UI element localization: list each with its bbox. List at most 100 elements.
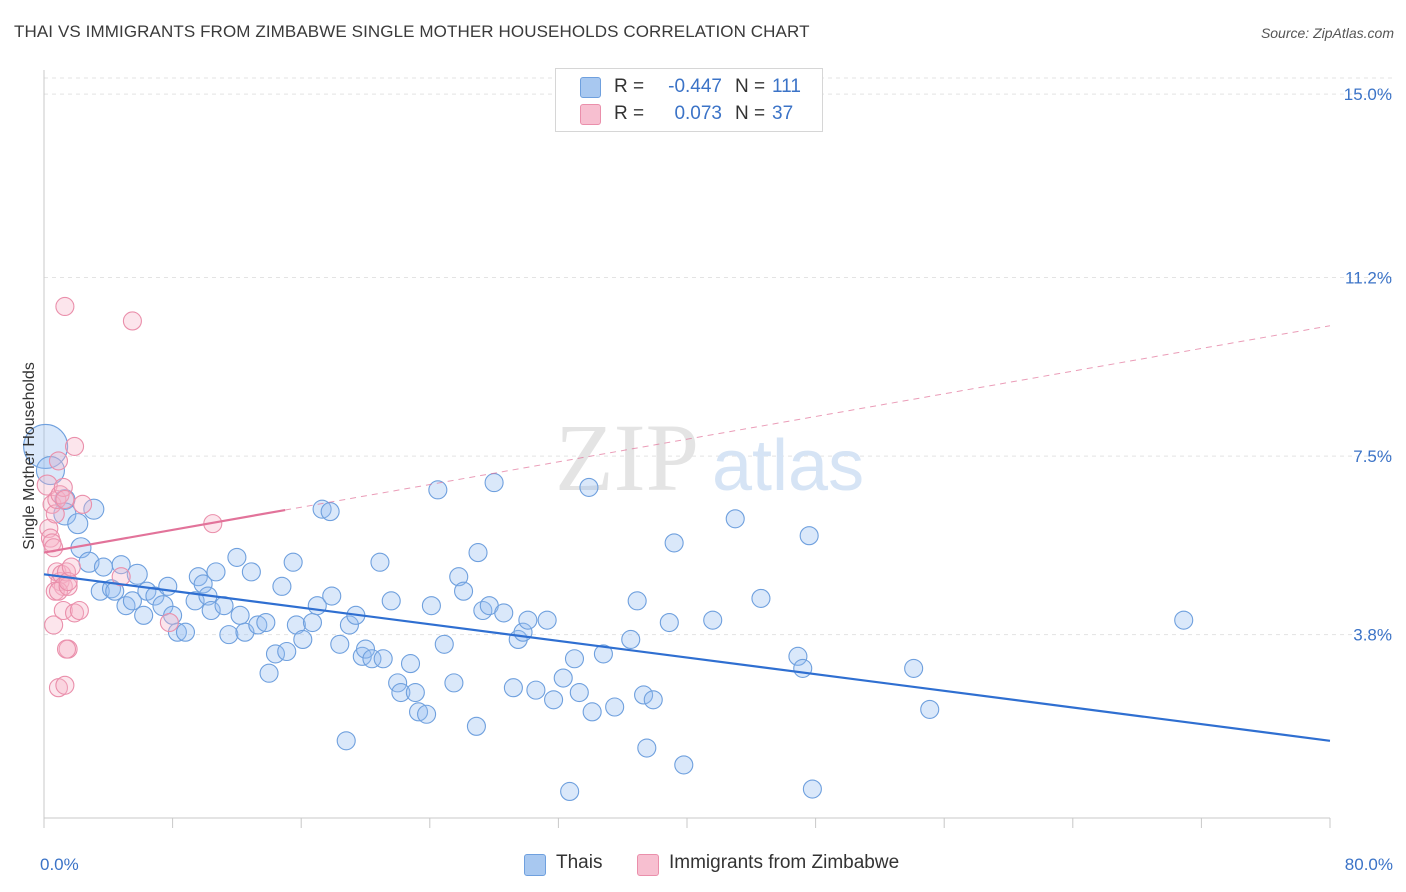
point-thais: [400, 654, 421, 674]
point-thais: [751, 588, 771, 608]
point-zimbabwe: [122, 311, 142, 331]
point-thais: [518, 610, 538, 630]
point-thais: [272, 576, 292, 596]
point-thais: [421, 596, 441, 616]
point-thais: [83, 498, 105, 520]
point-thais: [405, 682, 425, 703]
legend-r-value: 0.073: [674, 103, 722, 124]
point-thais: [1174, 610, 1194, 630]
legend-swatch-thais: [580, 77, 601, 98]
y-tick-label: 7.5%: [1353, 447, 1392, 466]
legend-n-label: N =: [735, 103, 766, 124]
point-thais: [544, 690, 564, 710]
series-label-thais: Thais: [556, 852, 603, 873]
point-thais: [428, 480, 448, 500]
grid-lines: [44, 77, 1392, 636]
point-thais: [643, 690, 663, 710]
point-thais: [256, 613, 276, 633]
point-thais: [370, 552, 390, 572]
point-thais: [537, 610, 557, 630]
point-zimbabwe: [111, 567, 131, 587]
point-thais: [286, 615, 306, 635]
point-zimbabwe: [55, 489, 75, 510]
point-thais: [553, 668, 573, 688]
point-thais: [526, 680, 546, 700]
point-thais: [302, 613, 323, 633]
point-thais: [259, 663, 279, 683]
point-thais: [206, 562, 226, 582]
point-thais: [277, 641, 297, 662]
point-zimbabwe: [55, 296, 75, 317]
point-thais: [484, 473, 504, 493]
point-thais: [241, 562, 261, 582]
point-thais: [605, 697, 625, 717]
point-thais: [799, 526, 819, 546]
point-thais: [227, 547, 247, 567]
point-thais: [503, 678, 523, 698]
point-thais: [434, 634, 454, 654]
point-zimbabwe: [61, 557, 81, 577]
point-thais: [408, 702, 429, 722]
point-thais: [560, 781, 580, 802]
data-points: [23, 296, 1194, 802]
point-zimbabwe: [53, 477, 73, 497]
point-thais: [193, 574, 213, 594]
point-thais: [674, 755, 694, 775]
point-thais: [920, 699, 940, 719]
trend-line-zimbabwe: [43, 508, 286, 554]
point-zimbabwe: [44, 538, 64, 558]
legend-r-label: R =: [614, 76, 645, 97]
point-thais: [659, 613, 679, 633]
trend-line-thais: [43, 573, 1331, 742]
point-thais: [362, 649, 382, 669]
point-thais: [322, 586, 342, 606]
point-thais: [265, 644, 286, 664]
point-thais: [122, 591, 142, 611]
point-thais: [167, 622, 187, 642]
point-thais: [67, 513, 89, 535]
point-thais: [230, 605, 250, 625]
stats-legend: R = -0.447 N = 111 R = 0.073 N = 37: [555, 68, 823, 132]
series-swatch-thais: [524, 854, 546, 876]
point-thais: [283, 552, 303, 572]
legend-n-value: 111: [772, 76, 801, 97]
point-thais: [904, 658, 924, 678]
point-thais: [105, 581, 125, 601]
watermark: ZIP atlas: [555, 404, 864, 511]
point-thais: [468, 543, 488, 563]
point-thais: [788, 646, 808, 666]
point-zimbabwe: [48, 451, 69, 471]
point-thais: [579, 477, 599, 497]
legend-n-value: 37: [772, 103, 794, 124]
x-tick-label: 80.0%: [1345, 855, 1393, 874]
point-thais: [569, 682, 589, 703]
point-zimbabwe: [45, 504, 65, 524]
legend-n-label: N =: [735, 76, 766, 97]
point-thais: [703, 610, 723, 630]
y-tick-label: 11.2%: [1345, 269, 1392, 288]
point-thais: [417, 704, 437, 724]
y-axis-label: Single Mother Households: [21, 362, 38, 550]
point-thais: [373, 649, 393, 669]
point-thais: [336, 731, 356, 751]
y-tick-label: 15.0%: [1344, 85, 1392, 104]
point-thais: [391, 682, 411, 703]
point-thais: [330, 634, 350, 654]
point-thais: [802, 779, 822, 799]
point-thais: [582, 702, 602, 722]
point-thais: [627, 591, 647, 611]
point-zimbabwe: [64, 436, 85, 456]
series-label-zimbabwe: Immigrants from Zimbabwe: [669, 852, 900, 873]
chart-title: THAI VS IMMIGRANTS FROM ZIMBABWE SINGLE …: [14, 22, 810, 41]
trend-lines: [43, 325, 1331, 742]
y-tick-label: 3.8%: [1353, 626, 1392, 645]
point-thais: [201, 600, 221, 621]
trend-line-zimbabwe-extension: [285, 325, 1331, 511]
legend-r-label: R =: [614, 103, 645, 124]
point-thais: [355, 639, 376, 659]
point-thais: [454, 581, 474, 601]
series-legend: Thais Immigrants from Zimbabwe: [0, 851, 1406, 879]
source-credit: Source: ZipAtlas.com: [1260, 25, 1394, 41]
point-zimbabwe: [53, 600, 73, 621]
